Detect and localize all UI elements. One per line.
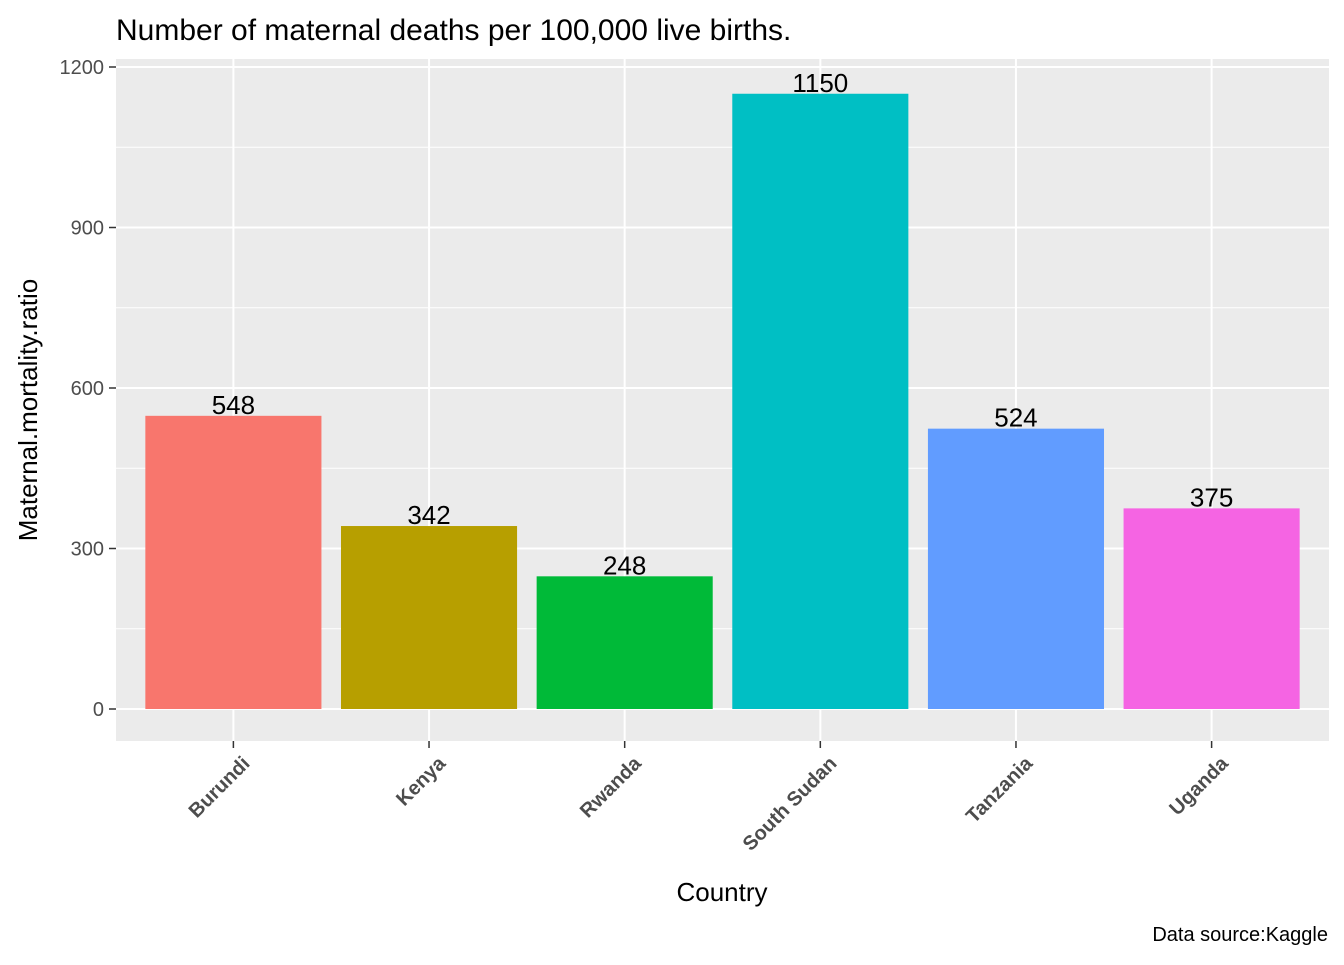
y-tick-label: 0 [93, 699, 104, 721]
y-tick-label: 1200 [60, 57, 105, 79]
x-axis: Burundi Kenya Rwanda South Sudan Tanzania Uga… [185, 741, 1233, 856]
bar-value-label: 1150 [792, 68, 848, 98]
y-tick-label: 900 [71, 218, 104, 240]
x-axis-title: Country [676, 877, 767, 907]
y-axis-title: Maternal.mortality.ratio [13, 279, 43, 542]
bar-value-label: 524 [994, 403, 1037, 433]
bar-value-label: 342 [407, 500, 450, 530]
bars [145, 93, 1300, 709]
y-tick-label: 300 [71, 539, 104, 561]
x-tick-label: Burundi [185, 753, 255, 823]
x-tick-label: Rwanda [576, 752, 646, 822]
bar-burundi [145, 415, 322, 709]
bar-value-label: 548 [212, 390, 255, 420]
y-tick-label: 600 [71, 378, 104, 400]
bar-rwanda [536, 576, 713, 709]
bar-south-sudan [732, 93, 909, 709]
y-axis: 0 300 600 900 1200 [60, 57, 116, 721]
x-tick-label: Kenya [392, 752, 451, 811]
bar-uganda [1123, 508, 1300, 709]
bar-value-label: 375 [1190, 482, 1233, 512]
bar-kenya [340, 526, 518, 709]
chart-title: Number of maternal deaths per 100,000 li… [116, 14, 791, 47]
x-tick-label: Uganda [1165, 752, 1233, 820]
data-source-caption: Data source:Kaggle [1152, 924, 1328, 946]
x-tick-label: Tanzania [962, 752, 1038, 828]
x-tick-label: South Sudan [739, 753, 842, 856]
bar-labels: 548 342 248 1150 524 375 [212, 68, 1234, 581]
bar-value-label: 248 [603, 550, 646, 580]
bar-tanzania [927, 428, 1105, 709]
